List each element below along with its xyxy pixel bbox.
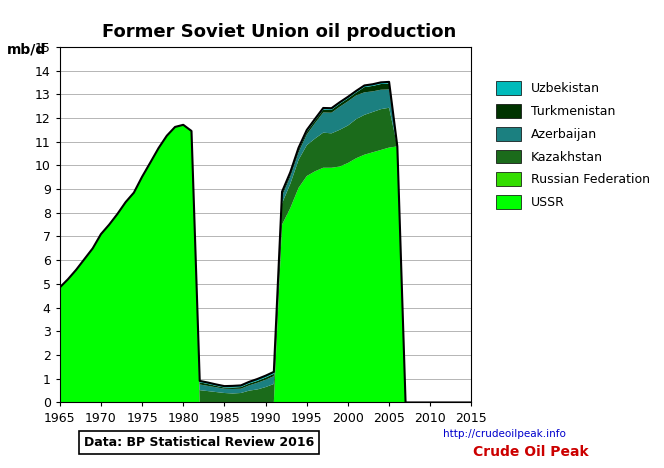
Text: mb/d: mb/d xyxy=(7,42,46,56)
Text: http://crudeoilpeak.info: http://crudeoilpeak.info xyxy=(443,429,566,439)
Text: Data: BP Statistical Review 2016: Data: BP Statistical Review 2016 xyxy=(84,436,314,449)
Text: Former Soviet Union oil production: Former Soviet Union oil production xyxy=(102,23,456,41)
Legend: Uzbekistan, Turkmenistan, Azerbaijan, Kazakhstan, Russian Federation, USSR: Uzbekistan, Turkmenistan, Azerbaijan, Ka… xyxy=(491,76,655,214)
Text: Crude Oil Peak: Crude Oil Peak xyxy=(473,445,589,459)
